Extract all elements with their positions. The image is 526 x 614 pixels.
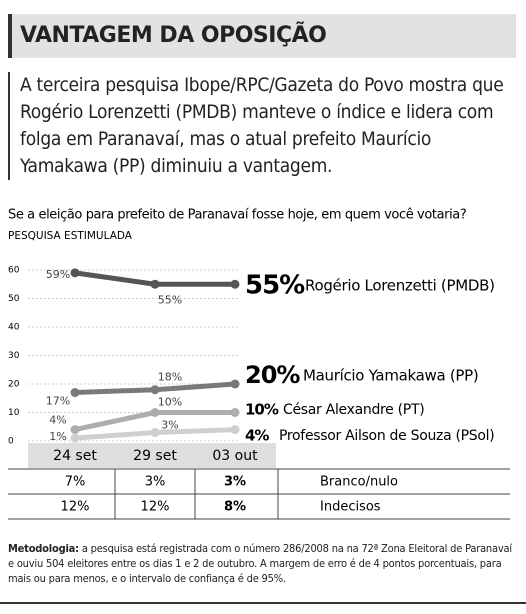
- x-tick-label: 29 set: [133, 448, 177, 464]
- value-label: 17%: [46, 395, 70, 408]
- y-tick-label: 30: [8, 351, 20, 361]
- point: [150, 279, 160, 289]
- legend-label: Maurício Yamakawa (PP): [303, 367, 478, 385]
- table-cell: 3%: [224, 475, 246, 490]
- point: [70, 425, 80, 435]
- value-label-final: 10%: [245, 401, 279, 419]
- table-row-label: Branco/nulo: [320, 475, 398, 490]
- x-tick-label: 24 set: [53, 448, 97, 464]
- chart-subtitle: PESQUISA ESTIMULADA: [8, 230, 133, 242]
- footer: Metodologia: a pesquisa está registrada …: [8, 541, 518, 586]
- value-label: 3%: [161, 418, 178, 431]
- table-row-label: Indecisos: [320, 500, 381, 515]
- value-label: 59%: [46, 268, 70, 281]
- legend-label: Rogério Lorenzetti (PMDB): [305, 277, 495, 295]
- x-tick-label: 03 out: [212, 448, 258, 464]
- point: [150, 427, 160, 437]
- value-label-final: 20%: [245, 361, 300, 389]
- table-cell: 12%: [141, 500, 170, 515]
- divider: [0, 602, 526, 604]
- table-cell: 12%: [61, 500, 90, 515]
- value-label-final: 55%: [245, 271, 305, 301]
- point: [70, 388, 80, 398]
- y-tick-label: 0: [8, 437, 14, 447]
- point: [230, 425, 240, 435]
- point: [230, 408, 240, 417]
- y-tick-label: 50: [8, 294, 20, 304]
- value-label: 1%: [49, 430, 66, 443]
- point: [150, 385, 160, 395]
- value-label-final: 4%: [245, 427, 269, 445]
- header-title: VANTAGEM DA OPOSIÇÃO: [8, 14, 516, 58]
- point: [70, 433, 80, 443]
- value-label: 10%: [158, 396, 182, 409]
- intro-text: A terceira pesquisa Ibope/RPC/Gazeta do …: [8, 72, 516, 180]
- chart: Se a eleição para prefeito de Paranavaí …: [8, 208, 510, 520]
- table-cell: 3%: [145, 475, 166, 490]
- legend-label: Professor Ailson de Souza (PSol): [279, 428, 494, 444]
- footer-label: Metodologia:: [8, 542, 79, 555]
- footer-text: a pesquisa está registrada com o número …: [8, 542, 512, 585]
- y-tick-label: 60: [8, 266, 20, 276]
- value-label: 4%: [49, 414, 66, 427]
- legend-label: César Alexandre (PT): [283, 402, 424, 418]
- point: [230, 379, 240, 389]
- value-label: 55%: [158, 293, 182, 306]
- point: [230, 279, 240, 289]
- point: [150, 408, 160, 417]
- y-tick-label: 10: [8, 408, 20, 418]
- value-label: 18%: [158, 371, 182, 384]
- table-cell: 7%: [65, 475, 86, 490]
- y-tick-label: 40: [8, 323, 20, 333]
- category-band: [28, 443, 276, 468]
- y-tick-label: 20: [8, 380, 20, 390]
- point: [70, 268, 80, 278]
- table-cell: 8%: [224, 500, 246, 515]
- chart-title: Se a eleição para prefeito de Paranavaí …: [8, 208, 466, 223]
